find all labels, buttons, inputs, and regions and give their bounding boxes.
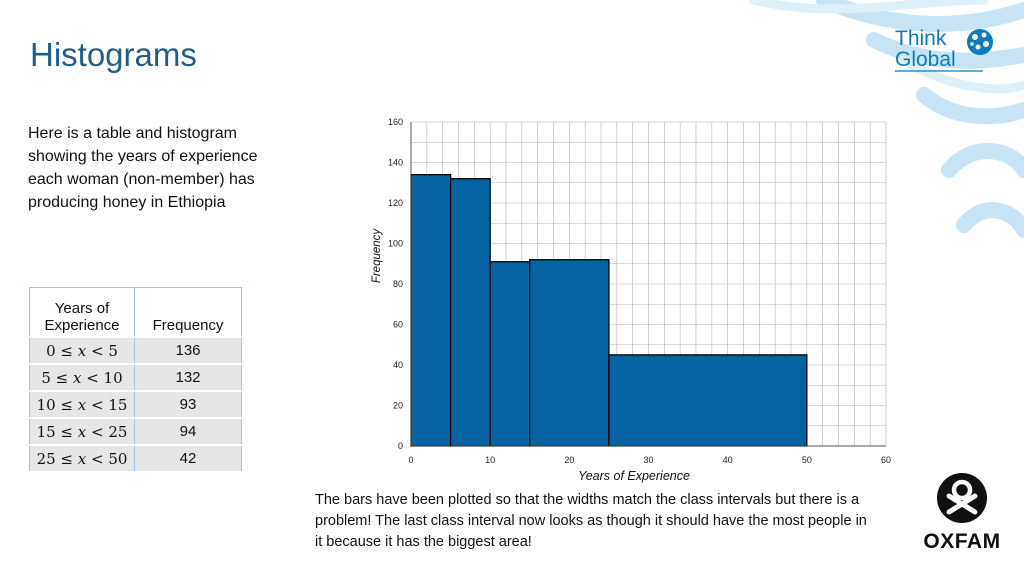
decorative-swirl	[749, 0, 1024, 238]
oxfam-wordmark: OXFAM	[923, 530, 1001, 553]
page-title: Histograms	[30, 36, 197, 73]
x-tick-label: 50	[802, 455, 812, 465]
histogram-bar	[410, 174, 452, 447]
y-tick-label: 0	[398, 441, 403, 451]
think-global-logo: Think Global	[895, 27, 993, 72]
globe-icon	[967, 29, 993, 55]
histogram-bar	[449, 178, 491, 447]
intro-text: Here is a table and histogram showing th…	[28, 125, 258, 211]
histogram-bar	[608, 354, 808, 447]
histogram-bar	[529, 259, 610, 447]
frequency-cell: 93	[134, 390, 242, 419]
x-tick-label: 10	[485, 455, 495, 465]
frequency-cell: 42	[134, 444, 242, 473]
y-tick-label: 60	[393, 320, 403, 330]
chart-bars	[410, 174, 808, 447]
table-header-frequency: Frequency	[134, 287, 242, 338]
histogram-bar	[489, 261, 531, 447]
frequency-cell: 136	[134, 336, 242, 365]
y-tick-label: 80	[393, 279, 403, 289]
oxfam-emblem-icon	[937, 473, 987, 523]
interval-cell: 10 ≤ 𝑥 < 15	[29, 390, 135, 419]
y-tick-label: 160	[388, 117, 403, 127]
table-header-years: Years of Experience	[29, 287, 135, 338]
interval-cell: 15 ≤ 𝑥 < 25	[29, 417, 135, 446]
think-global-line1: Think	[895, 27, 947, 50]
frequency-table: Years of Experience Frequency 0 ≤ 𝑥 < 5 …	[29, 287, 242, 473]
caption-text: The bars have been plotted so that the w…	[315, 492, 867, 550]
frequency-cell: 94	[134, 417, 242, 446]
think-global-line2: Global	[895, 48, 956, 71]
table-row: 5 ≤ 𝑥 < 10 132	[29, 363, 242, 392]
x-tick-label: 40	[723, 455, 733, 465]
interval-cell: 5 ≤ 𝑥 < 10	[29, 363, 135, 392]
interval-cell: 25 ≤ 𝑥 < 50	[29, 444, 135, 473]
y-tick-labels: 0 20 40 60 80 100 120 140 160	[388, 117, 403, 451]
table-row: 15 ≤ 𝑥 < 25 94	[29, 417, 242, 446]
table-row: 10 ≤ 𝑥 < 15 93	[29, 390, 242, 419]
chart-axes	[410, 122, 886, 447]
y-tick-label: 20	[393, 401, 403, 411]
y-tick-label: 140	[388, 158, 403, 168]
frequency-cell: 132	[134, 363, 242, 392]
interval-cell: 0 ≤ 𝑥 < 5	[29, 336, 135, 365]
histogram-chart: 0 20 40 60 80 100 120 140 160 0 10 20 30 40 50 60 Freq…	[371, 117, 891, 483]
y-tick-label: 100	[388, 239, 403, 249]
x-tick-label: 0	[408, 455, 413, 465]
oxfam-logo: OXFAM	[922, 472, 1002, 562]
y-tick-label: 120	[388, 198, 403, 208]
y-tick-label: 40	[393, 360, 403, 370]
x-axis-label: Years of Experience	[578, 469, 690, 483]
table-row: 25 ≤ 𝑥 < 50 42	[29, 444, 242, 473]
x-tick-label: 30	[643, 455, 653, 465]
x-tick-label: 20	[564, 455, 574, 465]
table-row: 0 ≤ 𝑥 < 5 136	[29, 336, 242, 365]
x-tick-label: 60	[881, 455, 891, 465]
x-tick-labels: 0 10 20 30 40 50 60	[408, 455, 891, 465]
y-axis-label: Frequency	[371, 228, 383, 284]
